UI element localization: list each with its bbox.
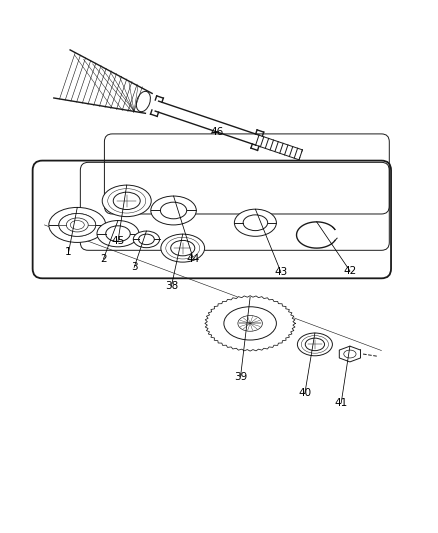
- Text: 1: 1: [65, 247, 72, 257]
- Ellipse shape: [243, 215, 267, 231]
- Ellipse shape: [234, 209, 276, 236]
- Ellipse shape: [66, 218, 88, 232]
- Text: 40: 40: [297, 389, 311, 398]
- Ellipse shape: [133, 231, 159, 248]
- Text: 41: 41: [334, 398, 347, 408]
- Ellipse shape: [150, 196, 196, 225]
- Text: 42: 42: [343, 266, 356, 276]
- Ellipse shape: [138, 234, 154, 245]
- Text: 39: 39: [233, 372, 247, 382]
- Ellipse shape: [170, 240, 194, 256]
- Ellipse shape: [297, 333, 332, 356]
- Text: 43: 43: [273, 266, 287, 277]
- Ellipse shape: [49, 207, 106, 243]
- Ellipse shape: [97, 221, 139, 247]
- Polygon shape: [205, 296, 295, 351]
- Ellipse shape: [304, 338, 324, 351]
- Ellipse shape: [102, 185, 151, 216]
- Text: 44: 44: [186, 254, 199, 264]
- Ellipse shape: [113, 192, 140, 209]
- Ellipse shape: [59, 214, 95, 236]
- Polygon shape: [339, 346, 360, 362]
- Ellipse shape: [223, 307, 276, 340]
- Ellipse shape: [59, 214, 95, 236]
- Ellipse shape: [160, 202, 186, 219]
- Ellipse shape: [106, 226, 130, 241]
- Text: 38: 38: [164, 281, 177, 291]
- Text: 2: 2: [100, 254, 106, 264]
- Ellipse shape: [160, 234, 204, 262]
- Text: 45: 45: [111, 236, 124, 246]
- Text: 3: 3: [131, 262, 137, 272]
- Text: 46: 46: [210, 127, 223, 137]
